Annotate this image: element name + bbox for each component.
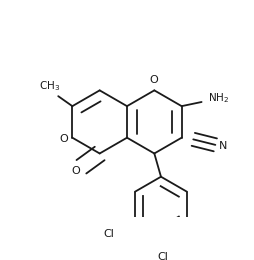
Text: Cl: Cl [103,229,114,239]
Text: Cl: Cl [157,252,168,260]
Text: NH$_2$: NH$_2$ [208,91,229,105]
Text: O: O [60,134,68,144]
Text: O: O [149,75,158,85]
Text: O: O [71,166,80,176]
Text: CH$_3$: CH$_3$ [39,79,60,93]
Text: N: N [219,141,227,151]
